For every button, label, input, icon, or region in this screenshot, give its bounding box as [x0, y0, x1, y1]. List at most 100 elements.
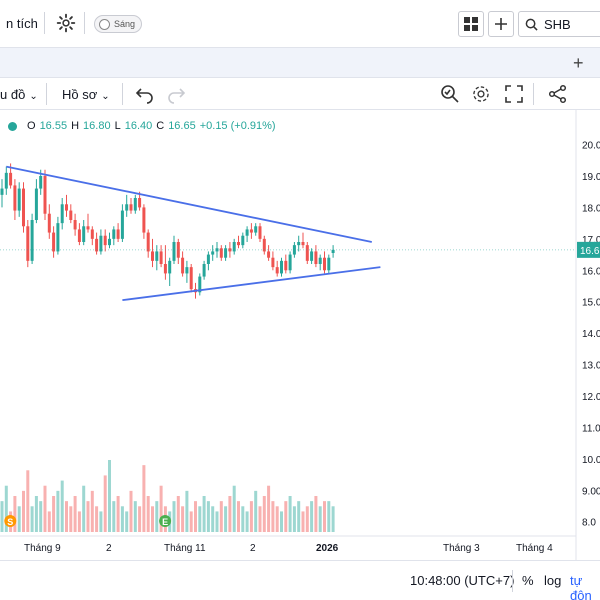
volume-bar — [267, 485, 271, 532]
clock[interactable]: 10:48:00 (UTC+7) — [410, 573, 515, 588]
volume-bar — [314, 496, 318, 532]
chevron-down-icon: ⌄ — [29, 91, 38, 102]
fullscreen-icon[interactable] — [504, 84, 524, 104]
candle-body — [90, 229, 94, 239]
candle-body — [262, 238, 266, 252]
divider — [44, 12, 45, 34]
candle-body — [138, 198, 142, 208]
volume-bar — [95, 506, 99, 532]
candle-body — [159, 251, 163, 264]
profile-menu[interactable]: Hồ sơ ⌄ — [62, 87, 110, 102]
volume-bar — [206, 501, 210, 532]
candle-body — [280, 260, 283, 274]
gear-icon[interactable] — [56, 13, 76, 33]
candle-body — [198, 276, 202, 293]
new-tab-plus-icon[interactable]: + — [573, 53, 584, 73]
share-icon[interactable] — [548, 84, 568, 104]
price-tick-label: 20.0 — [582, 141, 600, 152]
theme-toggle[interactable]: Sáng — [94, 15, 143, 33]
time-tick-label: 2 — [106, 543, 112, 554]
volume-bar — [26, 470, 30, 532]
log-toggle[interactable]: log — [544, 573, 562, 588]
candle-body — [26, 226, 30, 261]
divider — [84, 12, 85, 34]
time-tick-label: 2026 — [316, 543, 339, 554]
candle-body — [22, 188, 25, 227]
volume-bar — [310, 501, 314, 532]
price-tick-label: 19.0 — [582, 172, 600, 183]
candle-body — [224, 248, 228, 258]
volume-bar — [142, 465, 146, 532]
volume-bar — [30, 506, 34, 532]
candle-body — [232, 242, 236, 252]
candle-body — [77, 229, 81, 242]
candle-body — [108, 238, 111, 246]
volume-bar — [228, 496, 232, 532]
candle-body — [168, 260, 172, 274]
top-bar: n tích Sáng SHB — [0, 0, 600, 48]
volume-bar — [232, 485, 236, 532]
volume-bar — [90, 490, 94, 532]
candle-body — [116, 229, 120, 239]
candle-body — [39, 176, 43, 189]
candle-body — [318, 257, 322, 264]
volume-bar — [181, 506, 185, 532]
layout-button[interactable] — [458, 11, 484, 37]
zoom-icon[interactable] — [440, 84, 460, 104]
volume-bar — [56, 490, 60, 532]
volume-bar — [73, 496, 77, 532]
candle-body — [82, 226, 86, 242]
high-value: 16.80 — [83, 120, 111, 132]
price-tick-label: 8.0 — [582, 518, 596, 529]
volume-bar — [65, 501, 68, 532]
change-value: +0.15 (+0.91%) — [199, 120, 276, 132]
volume-bar — [292, 506, 296, 532]
volume-bar — [82, 485, 86, 532]
price-axis-area[interactable] — [576, 110, 600, 560]
settings-icon[interactable] — [471, 84, 491, 104]
candle-body — [112, 229, 116, 239]
candle-body — [133, 198, 137, 211]
candle-body — [30, 220, 34, 261]
volume-bar — [13, 496, 17, 532]
current-price-label: 16.6 — [580, 246, 600, 257]
volume-bar — [198, 506, 202, 532]
bottom-bar: 10:48:00 (UTC+7) % log tự độn — [0, 560, 600, 600]
chart-type-menu[interactable]: u đồ ⌄ — [0, 87, 38, 102]
volume-bar — [224, 506, 228, 532]
volume-bar — [108, 460, 111, 532]
candle-body — [305, 245, 309, 261]
volume-bar — [86, 501, 90, 532]
low-label: L — [114, 120, 121, 132]
volume-bar — [138, 506, 142, 532]
volume-bar — [103, 475, 107, 532]
percent-toggle[interactable]: % — [522, 573, 534, 588]
divider — [46, 83, 47, 105]
candle-body — [103, 235, 107, 246]
chart-toolbar: u đồ ⌄ Hồ sơ ⌄ — [0, 78, 600, 110]
tab-analysis[interactable]: n tích — [6, 16, 38, 31]
candle-body — [241, 235, 245, 246]
time-tick-label: Tháng 11 — [164, 543, 206, 554]
candle-body — [4, 172, 8, 189]
candle-body — [237, 242, 240, 246]
add-button[interactable] — [488, 11, 514, 37]
price-tick-label: 14.0 — [582, 329, 600, 340]
redo-icon[interactable] — [166, 84, 186, 104]
auto-toggle[interactable]: tự độn — [570, 573, 592, 600]
volume-bar — [0, 501, 4, 532]
volume-bar — [318, 506, 322, 532]
candle-body — [120, 210, 124, 239]
candle-body — [95, 238, 99, 252]
time-tick-label: 2 — [250, 543, 256, 554]
chart-background — [0, 110, 576, 560]
symbol-search[interactable]: SHB — [518, 11, 600, 37]
candle-body — [254, 226, 258, 233]
chart-type-label: u đồ — [0, 87, 26, 102]
current-price-badge — [577, 241, 600, 258]
volume-bar — [155, 501, 159, 532]
volume-bar — [99, 511, 103, 532]
earnings-marker — [159, 515, 172, 527]
undo-icon[interactable] — [135, 84, 155, 104]
price-chart[interactable]: 20.0 19.0 18.0 17.0 16.0 15.0 14.0 13.0 12.0 11.0… — [0, 110, 600, 560]
